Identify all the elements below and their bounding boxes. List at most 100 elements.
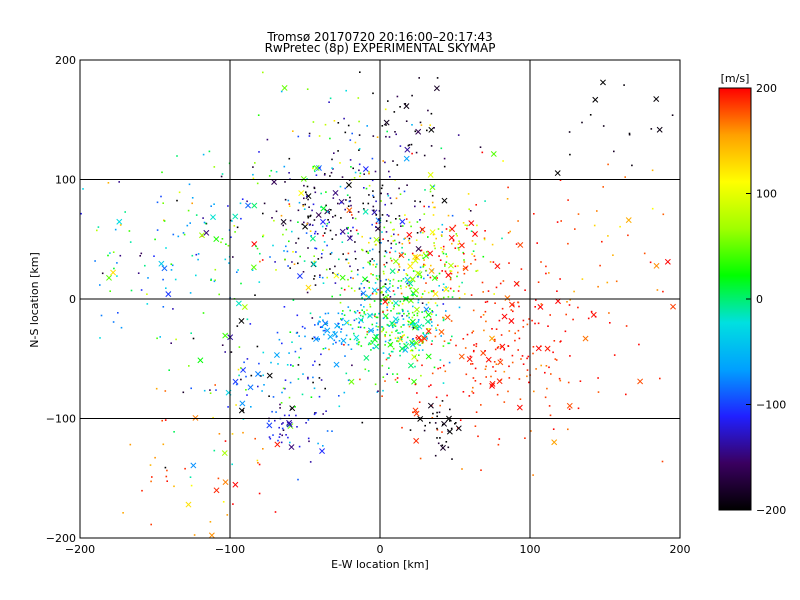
dot-marker [312,203,315,206]
dot-marker [380,303,382,305]
dot-marker [349,338,352,341]
dot-marker [396,373,399,375]
dot-marker [462,391,465,393]
dot-marker [322,282,325,284]
dot-marker [401,315,403,317]
dot-marker [262,71,264,74]
dot-marker [341,176,344,178]
dot-marker [319,326,322,328]
dot-marker [436,304,439,307]
dot-marker [186,224,189,227]
dot-marker [457,290,460,292]
dot-marker [470,230,473,232]
dot-marker [375,243,377,246]
cross-marker [266,422,273,429]
dot-marker [399,145,402,147]
cross-marker [247,384,254,391]
dot-marker [352,217,354,219]
dot-marker [418,349,420,352]
dot-marker [449,420,451,422]
dot-marker [375,214,377,216]
dot-marker [298,201,301,204]
y-tick-label: 100 [55,174,76,187]
dot-marker [540,364,542,367]
dot-marker [431,201,434,204]
dot-marker [369,305,372,308]
dot-marker [165,247,167,249]
dot-marker [139,255,141,257]
dot-marker [447,446,450,449]
dot-marker [112,321,115,323]
dot-marker [473,255,476,257]
cross-marker [497,359,504,366]
dot-marker [371,157,374,160]
dot-marker [385,358,388,361]
dot-marker [602,186,604,188]
dot-marker [390,259,393,262]
dot-marker [392,285,394,287]
dot-marker [280,402,283,404]
dot-marker [331,430,333,432]
cross-marker [416,334,422,341]
dot-marker [369,260,372,262]
dot-marker [651,169,654,172]
dot-marker [494,348,497,351]
dot-marker [291,261,293,263]
dot-marker [370,343,372,345]
cross-marker [494,263,501,270]
dot-marker [475,343,478,345]
dot-marker [400,292,403,295]
dot-marker [422,264,425,267]
dot-marker [358,312,361,314]
dot-marker [382,329,384,331]
dot-marker [389,334,391,337]
colorbar-tick-label: −200 [756,504,786,517]
dot-marker [439,367,442,369]
dot-marker [256,247,259,250]
dot-marker [204,222,207,225]
dot-marker [389,257,392,260]
dot-marker [400,225,402,227]
cross-marker [414,270,421,277]
dot-marker [426,129,428,132]
dot-marker [284,387,286,390]
dot-marker [447,342,449,345]
dot-marker [404,253,406,255]
cross-marker [362,208,369,215]
dot-marker [385,135,387,138]
dot-marker [337,122,340,124]
dot-marker [302,205,305,207]
dot-marker [122,512,124,514]
dot-marker [257,385,259,388]
dot-marker [282,387,285,390]
cross-marker [384,286,391,293]
dot-marker [607,235,609,237]
dot-marker [129,443,132,446]
dot-marker [389,251,391,254]
dot-marker [322,445,324,447]
dot-marker [374,170,377,173]
dot-marker [350,166,352,168]
dot-marker [515,243,518,245]
dot-marker [195,274,197,277]
dot-marker [506,198,509,200]
dot-marker [347,226,349,229]
dot-marker [358,120,360,123]
dot-marker [188,183,191,186]
dot-marker [353,310,356,313]
dot-marker [297,135,300,138]
dot-marker [594,315,597,318]
cross-marker [425,311,432,318]
dot-marker [166,480,168,482]
dot-marker [659,377,661,380]
dot-marker [362,315,364,318]
dot-marker [332,197,335,199]
dot-marker [407,279,410,281]
dot-marker [262,374,264,377]
dot-marker [495,328,498,330]
cross-marker [444,314,451,321]
dot-marker [471,390,473,393]
dot-marker [406,336,409,339]
dot-marker [409,321,412,324]
dot-marker [345,334,348,337]
